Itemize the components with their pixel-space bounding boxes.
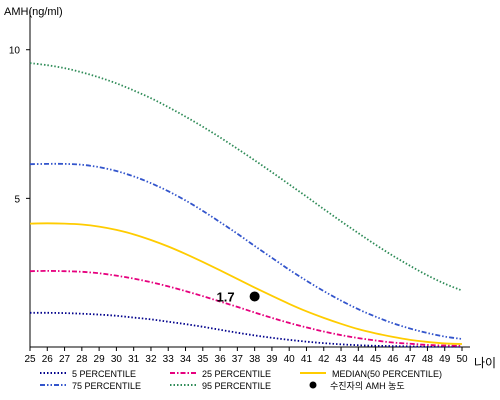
x-tick-label: 47 [405,354,417,365]
x-tick-label: 37 [232,354,244,365]
x-tick-label: 41 [301,354,313,365]
legend-label: 25 PERCENTILE [202,369,271,379]
legend-label: 75 PERCENTILE [72,381,141,391]
x-tick-label: 35 [197,354,209,365]
x-axis-label: 나이 [474,356,496,370]
x-tick-label: 39 [266,354,278,365]
x-tick-label: 29 [94,354,106,365]
x-tick-label: 32 [145,354,157,365]
series-lines [29,62,463,348]
y-tick-label: 10 [9,46,21,57]
x-tick-label: 50 [456,354,468,365]
x-tick-label: 36 [215,354,227,365]
x-tick-label: 33 [163,354,175,365]
legend-label: 수진자의 AMH 농도 [330,381,405,391]
series-line [29,311,462,348]
x-tick-label: 40 [284,354,296,365]
x-tick-label: 25 [24,354,36,365]
series-line [29,62,463,292]
legend: 5 PERCENTILE 25 PERCENTILE MEDIAN(50 PERCE… [40,369,442,391]
x-tick-label: 43 [335,354,347,365]
x-tick-label: 49 [439,354,451,365]
axes: AMH(ng/ml) 나이 [4,6,496,370]
y-tick-label: 5 [14,194,20,205]
series-line [29,162,463,340]
x-tick-label: 44 [353,354,365,365]
series-line [29,222,463,345]
x-tick-label: 31 [128,354,140,365]
y-axis-label: AMH(ng/ml) [4,6,63,18]
x-tick-label: 34 [180,354,192,365]
x-tick-label: 48 [422,354,434,365]
x-tick-label: 42 [318,354,330,365]
x-tick-label: 26 [42,354,54,365]
ticks: 5 10 25 26 27 28 29 30 31 32 33 34 35 36 37 38 39 40 41 42 4… [9,46,468,365]
patient-point [249,291,260,302]
x-tick-label: 28 [76,354,88,365]
series-line [29,269,463,347]
x-tick-label: 27 [59,354,71,365]
legend-label: 95 PERCENTILE [202,381,271,391]
x-tick-label: 46 [387,354,399,365]
x-tick-label: 38 [249,354,261,365]
x-tick-label: 30 [111,354,123,365]
legend-label: MEDIAN(50 PERCENTILE) [332,369,442,379]
legend-label: 5 PERCENTILE [72,369,136,379]
x-tick-label: 45 [370,354,382,365]
patient-value-label: 1.7 [217,289,235,304]
patient-marker: 1.7 [217,289,260,304]
legend-marker [309,381,317,389]
